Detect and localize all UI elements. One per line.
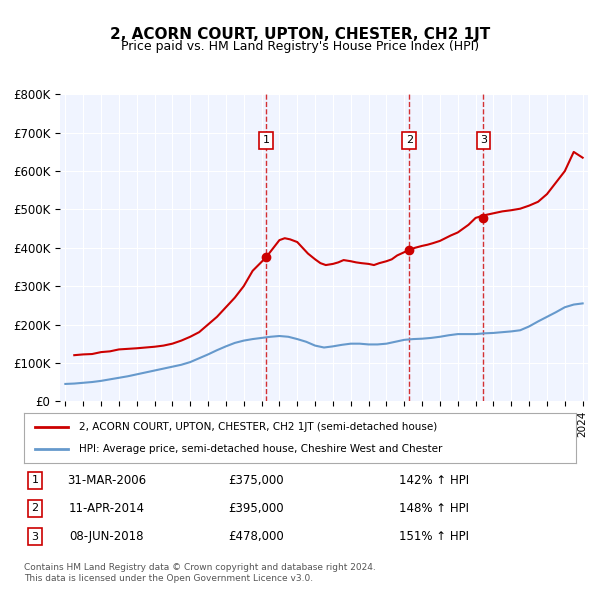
Text: 08-JUN-2018: 08-JUN-2018 bbox=[70, 530, 144, 543]
Text: 2: 2 bbox=[406, 136, 413, 145]
Text: 148% ↑ HPI: 148% ↑ HPI bbox=[400, 502, 469, 515]
Text: 11-APR-2014: 11-APR-2014 bbox=[69, 502, 145, 515]
Text: 2: 2 bbox=[31, 503, 38, 513]
Text: 31-MAR-2006: 31-MAR-2006 bbox=[67, 474, 146, 487]
Text: 2, ACORN COURT, UPTON, CHESTER, CH2 1JT: 2, ACORN COURT, UPTON, CHESTER, CH2 1JT bbox=[110, 27, 490, 41]
Text: Contains HM Land Registry data © Crown copyright and database right 2024.
This d: Contains HM Land Registry data © Crown c… bbox=[24, 563, 376, 583]
Text: 151% ↑ HPI: 151% ↑ HPI bbox=[400, 530, 469, 543]
Text: 3: 3 bbox=[32, 532, 38, 542]
Text: 1: 1 bbox=[263, 136, 269, 145]
Text: 2, ACORN COURT, UPTON, CHESTER, CH2 1JT (semi-detached house): 2, ACORN COURT, UPTON, CHESTER, CH2 1JT … bbox=[79, 422, 437, 432]
Text: Price paid vs. HM Land Registry's House Price Index (HPI): Price paid vs. HM Land Registry's House … bbox=[121, 40, 479, 53]
Text: £375,000: £375,000 bbox=[228, 474, 284, 487]
Text: £395,000: £395,000 bbox=[228, 502, 284, 515]
Text: 142% ↑ HPI: 142% ↑ HPI bbox=[400, 474, 469, 487]
Text: 3: 3 bbox=[480, 136, 487, 145]
Text: HPI: Average price, semi-detached house, Cheshire West and Chester: HPI: Average price, semi-detached house,… bbox=[79, 444, 443, 454]
Text: 1: 1 bbox=[32, 475, 38, 485]
Text: £478,000: £478,000 bbox=[228, 530, 284, 543]
